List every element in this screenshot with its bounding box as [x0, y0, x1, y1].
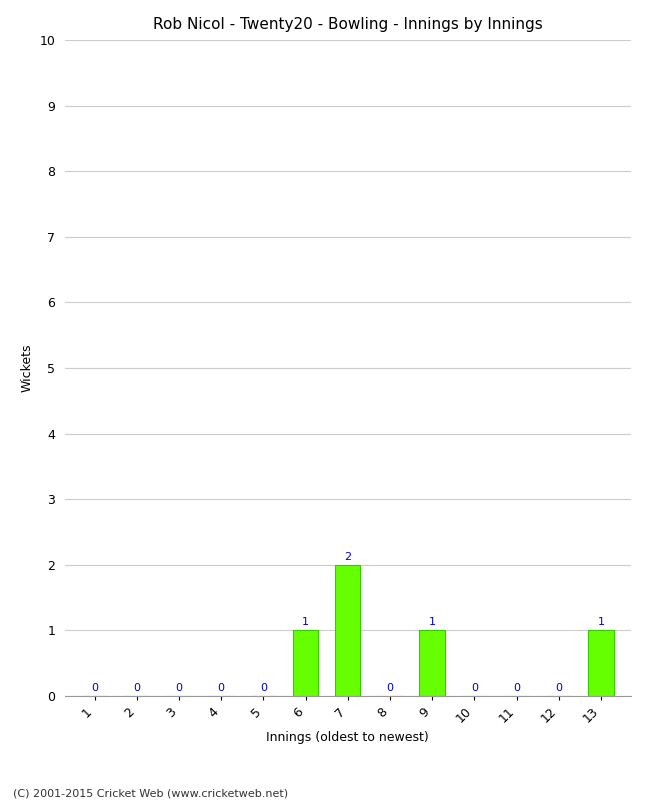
- Y-axis label: Wickets: Wickets: [21, 344, 34, 392]
- Text: (C) 2001-2015 Cricket Web (www.cricketweb.net): (C) 2001-2015 Cricket Web (www.cricketwe…: [13, 788, 288, 798]
- Text: 0: 0: [555, 682, 562, 693]
- Text: 0: 0: [260, 682, 267, 693]
- Bar: [335, 565, 360, 696]
- Text: 1: 1: [597, 617, 604, 627]
- X-axis label: Innings (oldest to newest): Innings (oldest to newest): [266, 731, 429, 744]
- Bar: [419, 630, 445, 696]
- Bar: [588, 630, 614, 696]
- Text: 0: 0: [471, 682, 478, 693]
- Text: 1: 1: [428, 617, 436, 627]
- Text: 0: 0: [176, 682, 183, 693]
- Text: 1: 1: [302, 617, 309, 627]
- Bar: [293, 630, 318, 696]
- Text: 0: 0: [387, 682, 393, 693]
- Text: 0: 0: [218, 682, 225, 693]
- Text: 0: 0: [91, 682, 98, 693]
- Text: 0: 0: [133, 682, 140, 693]
- Text: 0: 0: [513, 682, 520, 693]
- Text: 2: 2: [344, 551, 351, 562]
- Title: Rob Nicol - Twenty20 - Bowling - Innings by Innings: Rob Nicol - Twenty20 - Bowling - Innings…: [153, 17, 543, 32]
